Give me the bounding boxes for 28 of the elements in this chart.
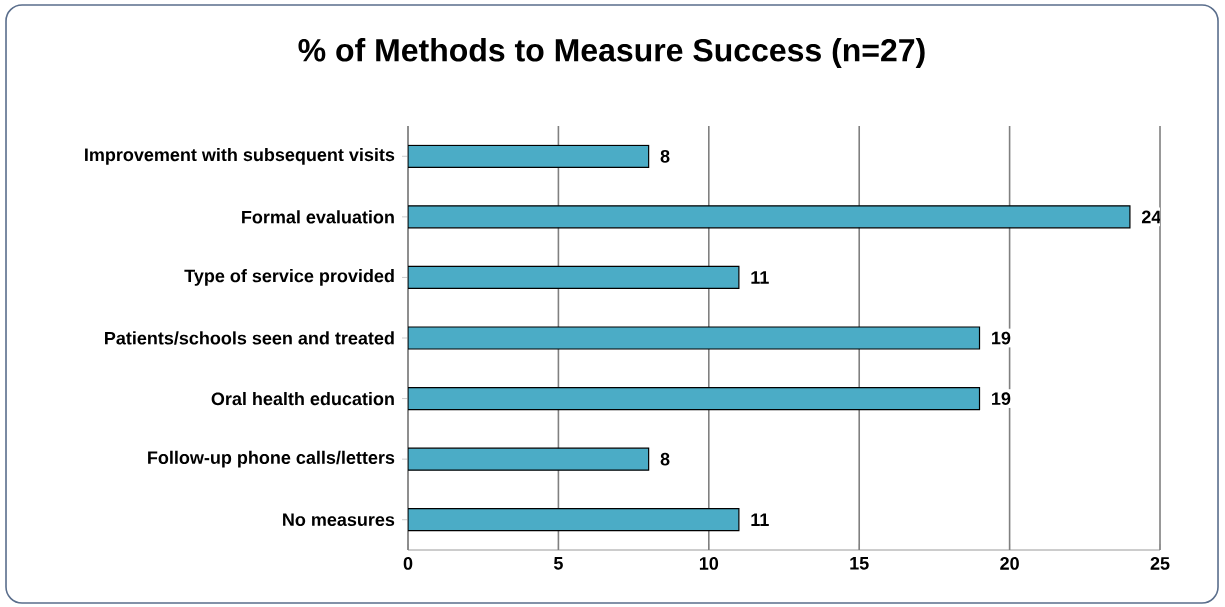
x-tick-label: 20	[1000, 557, 1019, 570]
data-label: 19	[992, 392, 1011, 405]
data-label: 11	[751, 271, 769, 284]
y-tick-label: No measures	[283, 513, 395, 527]
y-tick-label: Formal evaluation	[242, 210, 394, 224]
y-tick-label: Type of service provided	[184, 269, 394, 286]
data-label: 8	[660, 452, 670, 466]
y-tick-label: Oral health education	[211, 391, 394, 406]
y-tick-label: Patients/schools seen and treated	[105, 331, 394, 345]
data-label: 11	[751, 513, 769, 526]
bar	[408, 447, 650, 471]
bar	[408, 326, 981, 350]
y-tick-label: Follow-up phone calls/letters	[148, 450, 395, 468]
bar	[408, 205, 1131, 229]
data-label: 24	[1141, 210, 1162, 224]
bar	[408, 386, 981, 411]
y-tick-label: Improvement with subsequent visits	[85, 147, 395, 165]
x-tick-label: 0	[403, 557, 413, 570]
x-tick-label: 15	[850, 557, 869, 570]
bar	[408, 265, 740, 290]
data-label: 8	[660, 149, 670, 163]
x-tick-label: 5	[553, 557, 563, 570]
bar	[408, 508, 740, 532]
data-label: 19	[992, 331, 1011, 345]
x-tick-label: 25	[1150, 557, 1170, 570]
chart-title: % of Methods to Measure Success (n=27)	[298, 38, 925, 68]
bar	[408, 144, 650, 168]
x-tick-label: 10	[699, 557, 719, 570]
